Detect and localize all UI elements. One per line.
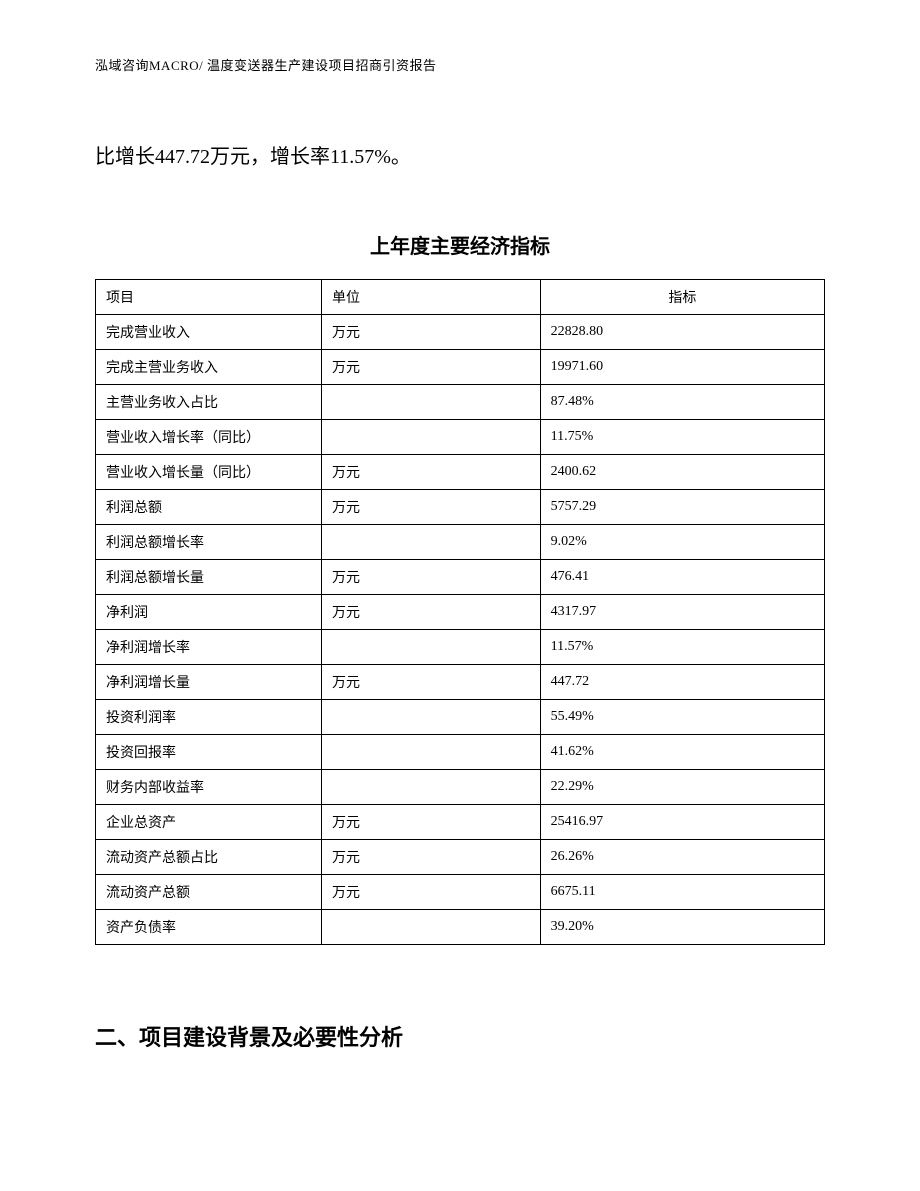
table-cell: 净利润增长量 bbox=[96, 665, 322, 700]
table-cell: 利润总额增长量 bbox=[96, 560, 322, 595]
section-heading: 二、项目建设背景及必要性分析 bbox=[95, 1020, 825, 1052]
table-row: 投资利润率 55.49% bbox=[96, 700, 825, 735]
table-cell: 2400.62 bbox=[540, 455, 824, 490]
table-cell: 企业总资产 bbox=[96, 805, 322, 840]
table-cell: 39.20% bbox=[540, 910, 824, 945]
table-cell bbox=[321, 700, 540, 735]
table-cell: 87.48% bbox=[540, 385, 824, 420]
table-cell: 万元 bbox=[321, 560, 540, 595]
table-cell: 万元 bbox=[321, 350, 540, 385]
table-row: 净利润增长率 11.57% bbox=[96, 630, 825, 665]
economic-indicators-table: 项目 单位 指标 完成营业收入万元22828.80完成主营业务收入万元19971… bbox=[95, 279, 825, 945]
table-row: 财务内部收益率 22.29% bbox=[96, 770, 825, 805]
table-cell: 万元 bbox=[321, 805, 540, 840]
table-row: 流动资产总额占比万元26.26% bbox=[96, 840, 825, 875]
table-cell: 447.72 bbox=[540, 665, 824, 700]
table-cell: 26.26% bbox=[540, 840, 824, 875]
table-cell: 流动资产总额占比 bbox=[96, 840, 322, 875]
table-header-cell: 项目 bbox=[96, 280, 322, 315]
table-row: 投资回报率 41.62% bbox=[96, 735, 825, 770]
table-cell: 22.29% bbox=[540, 770, 824, 805]
table-cell: 投资利润率 bbox=[96, 700, 322, 735]
table-cell: 6675.11 bbox=[540, 875, 824, 910]
table-cell: 55.49% bbox=[540, 700, 824, 735]
table-cell: 净利润 bbox=[96, 595, 322, 630]
table-cell: 完成主营业务收入 bbox=[96, 350, 322, 385]
table-title: 上年度主要经济指标 bbox=[95, 230, 825, 259]
table-cell bbox=[321, 525, 540, 560]
table-row: 营业收入增长率（同比） 11.75% bbox=[96, 420, 825, 455]
table-row: 净利润万元4317.97 bbox=[96, 595, 825, 630]
table-cell: 22828.80 bbox=[540, 315, 824, 350]
table-cell: 25416.97 bbox=[540, 805, 824, 840]
table-cell: 11.57% bbox=[540, 630, 824, 665]
table-row: 利润总额万元5757.29 bbox=[96, 490, 825, 525]
body-paragraph: 比增长447.72万元，增长率11.57%。 bbox=[95, 139, 825, 175]
table-header-cell: 单位 bbox=[321, 280, 540, 315]
table-cell: 投资回报率 bbox=[96, 735, 322, 770]
table-cell: 利润总额增长率 bbox=[96, 525, 322, 560]
table-cell: 万元 bbox=[321, 840, 540, 875]
table-cell: 19971.60 bbox=[540, 350, 824, 385]
table-cell bbox=[321, 735, 540, 770]
table-cell: 资产负债率 bbox=[96, 910, 322, 945]
table-cell: 流动资产总额 bbox=[96, 875, 322, 910]
table-cell: 万元 bbox=[321, 455, 540, 490]
table-cell: 万元 bbox=[321, 490, 540, 525]
table-cell: 主营业务收入占比 bbox=[96, 385, 322, 420]
table-cell: 万元 bbox=[321, 665, 540, 700]
table-cell: 476.41 bbox=[540, 560, 824, 595]
table-cell: 11.75% bbox=[540, 420, 824, 455]
table-row: 营业收入增长量（同比）万元2400.62 bbox=[96, 455, 825, 490]
table-cell: 5757.29 bbox=[540, 490, 824, 525]
table-cell bbox=[321, 770, 540, 805]
table-cell bbox=[321, 385, 540, 420]
table-cell: 营业收入增长量（同比） bbox=[96, 455, 322, 490]
table-header-row: 项目 单位 指标 bbox=[96, 280, 825, 315]
table-row: 主营业务收入占比 87.48% bbox=[96, 385, 825, 420]
table-cell: 9.02% bbox=[540, 525, 824, 560]
table-row: 完成主营业务收入万元19971.60 bbox=[96, 350, 825, 385]
table-row: 净利润增长量万元447.72 bbox=[96, 665, 825, 700]
table-cell: 利润总额 bbox=[96, 490, 322, 525]
table-cell bbox=[321, 630, 540, 665]
table-cell: 万元 bbox=[321, 315, 540, 350]
table-cell: 营业收入增长率（同比） bbox=[96, 420, 322, 455]
table-cell: 万元 bbox=[321, 595, 540, 630]
table-header-cell: 指标 bbox=[540, 280, 824, 315]
table-cell bbox=[321, 910, 540, 945]
table-cell: 万元 bbox=[321, 875, 540, 910]
table-row: 利润总额增长量万元476.41 bbox=[96, 560, 825, 595]
table-cell: 4317.97 bbox=[540, 595, 824, 630]
table-row: 企业总资产万元25416.97 bbox=[96, 805, 825, 840]
table-row: 完成营业收入万元22828.80 bbox=[96, 315, 825, 350]
table-cell: 完成营业收入 bbox=[96, 315, 322, 350]
table-row: 利润总额增长率 9.02% bbox=[96, 525, 825, 560]
table-row: 流动资产总额万元6675.11 bbox=[96, 875, 825, 910]
table-cell bbox=[321, 420, 540, 455]
table-cell: 41.62% bbox=[540, 735, 824, 770]
page-header: 泓域咨询MACRO/ 温度变送器生产建设项目招商引资报告 bbox=[95, 55, 825, 74]
table-cell: 净利润增长率 bbox=[96, 630, 322, 665]
table-row: 资产负债率 39.20% bbox=[96, 910, 825, 945]
table-cell: 财务内部收益率 bbox=[96, 770, 322, 805]
